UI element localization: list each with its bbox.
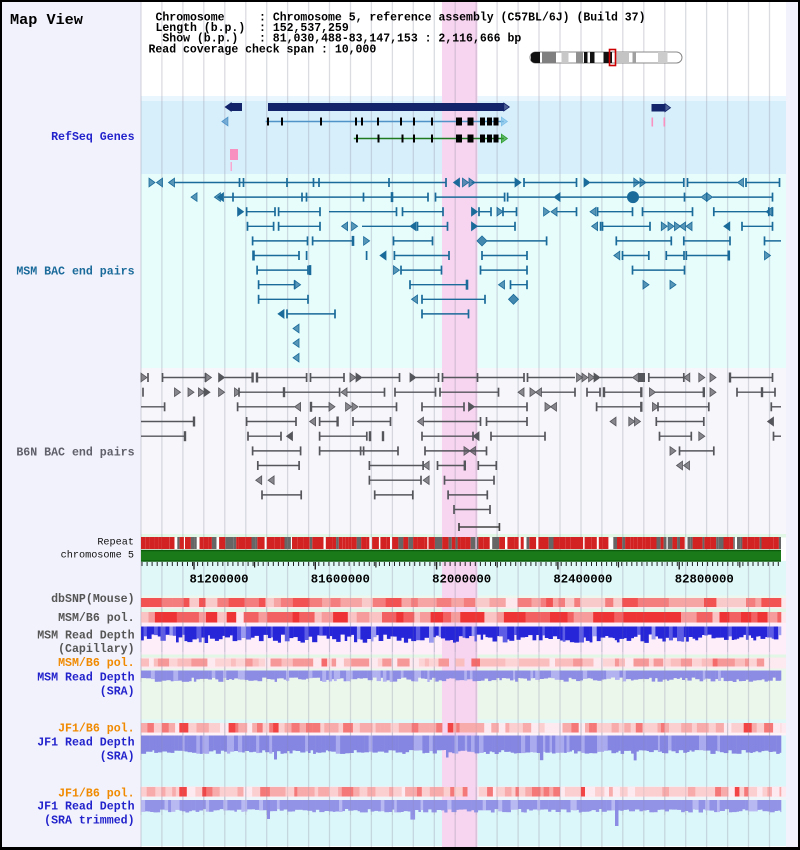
svg-text:(SRA): (SRA) [100,751,135,764]
svg-text:(SRA): (SRA) [100,686,135,699]
svg-text:82000000: 82000000 [432,573,491,587]
svg-text:B6N BAC end pairs: B6N BAC end pairs [16,447,134,460]
svg-text:dbSNP(Mouse): dbSNP(Mouse) [51,593,135,606]
svg-text:MSM Read Depth: MSM Read Depth [37,672,134,685]
svg-text:82400000: 82400000 [553,573,612,587]
svg-text:Map View: Map View [10,11,84,29]
svg-text:Show (b.p.) : 81,030,488-83,: Show (b.p.) : 81,030,488-83,147,153 : 2,… [162,33,521,46]
svg-text:JF1/B6 pol.: JF1/B6 pol. [58,788,135,801]
svg-text:Chromosome : Chromosome 5,: Chromosome : Chromosome 5, reference ass… [156,11,646,24]
svg-text:JF1/B6 pol.: JF1/B6 pol. [58,723,135,736]
svg-text:chromosome 5: chromosome 5 [61,550,134,562]
svg-text:(Capillary): (Capillary) [58,643,135,656]
svg-text:MSM/B6 pol.: MSM/B6 pol. [58,612,135,625]
svg-text:82800000: 82800000 [675,573,734,587]
svg-text:(SRA trimmed): (SRA trimmed) [44,815,134,828]
svg-text:Repeat: Repeat [97,538,134,549]
svg-text:Read coverage check span : 10,: Read coverage check span : 10,000 [149,43,377,56]
svg-text:81600000: 81600000 [311,573,370,587]
svg-text:Length (b.p.) : 152,537,259: Length (b.p.) : 152,537,259 [156,22,349,35]
svg-text:MSM BAC end pairs: MSM BAC end pairs [16,266,134,279]
svg-text:81200000: 81200000 [190,573,249,587]
svg-text:MSM/B6 pol.: MSM/B6 pol. [58,657,135,670]
svg-text:JF1 Read Depth: JF1 Read Depth [37,801,134,814]
svg-text:RefSeq Genes: RefSeq Genes [51,131,135,144]
svg-text:JF1 Read Depth: JF1 Read Depth [37,737,134,750]
svg-text:MSM Read Depth: MSM Read Depth [37,629,134,642]
